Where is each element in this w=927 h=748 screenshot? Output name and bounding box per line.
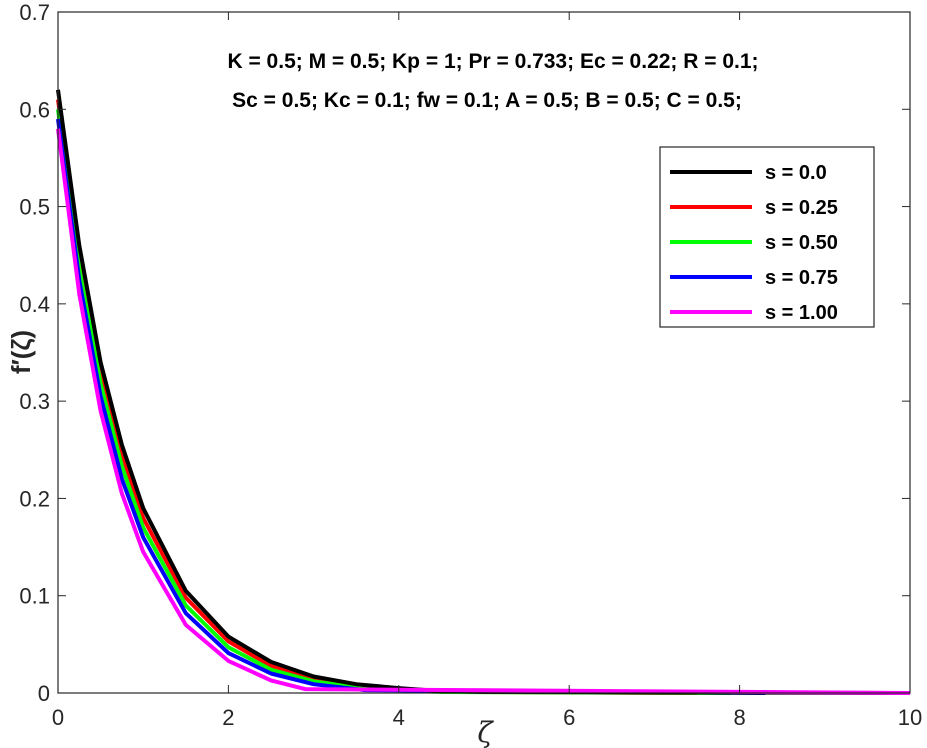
legend-label-4: s = 1.00 [765, 302, 838, 324]
legend-label-0: s = 0.0 [765, 162, 827, 184]
series-line-4 [56, 128, 911, 695]
x-tick-label: 2 [222, 705, 234, 730]
series-line-3 [56, 118, 766, 695]
x-tick-label: 10 [898, 705, 922, 730]
legend-label-2: s = 0.50 [765, 232, 838, 254]
series-layer [56, 89, 911, 695]
y-tick-label: 0.2 [19, 486, 50, 511]
x-tick-label: 8 [733, 705, 745, 730]
legend-label-1: s = 0.25 [765, 197, 838, 219]
annotation-line-2: Sc = 0.5; Kc = 0.1; fw = 0.1; A = 0.5; B… [232, 89, 742, 112]
y-tick-label: 0.1 [19, 584, 50, 609]
ticks-layer: 0 2 4 6 8 10 0 0.1 0.2 0.3 0.4 0.5 0.6 0.7 [19, 0, 922, 730]
legend-box [659, 146, 875, 328]
legend-label-3: s = 0.75 [765, 267, 838, 289]
y-tick-label: 0.5 [19, 195, 50, 220]
plot-area [58, 12, 910, 693]
x-tick-label: 6 [563, 705, 575, 730]
x-tick-label: 4 [393, 705, 405, 730]
plot-frame [57, 11, 911, 694]
annotation-line-1: K = 0.5; M = 0.5; Kp = 1; Pr = 0.733; Ec… [227, 50, 758, 73]
y-tick-label: 0.6 [19, 97, 50, 122]
y-tick-label: 0.3 [19, 389, 50, 414]
y-tick-label: 0 [38, 681, 50, 706]
x-tick-label: 0 [52, 705, 64, 730]
legend: s = 0.0 s = 0.25 s = 0.50 s = 0.75 s = 1.00 [659, 146, 875, 328]
x-axis-label: ζ [477, 716, 494, 748]
y-tick-label: 0.7 [19, 0, 50, 25]
y-axis-label: f′(ζ) [6, 330, 36, 374]
y-tick-label: 0.4 [19, 292, 50, 317]
